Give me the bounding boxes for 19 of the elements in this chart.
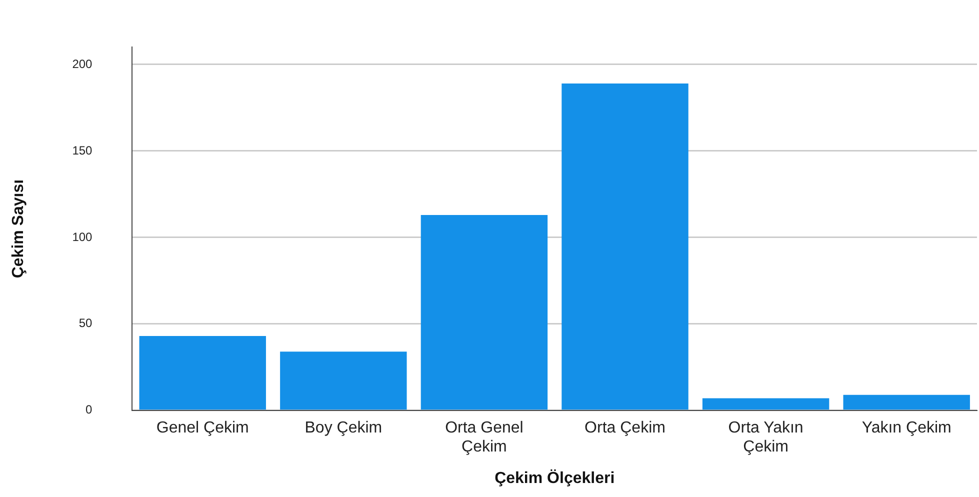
bar	[562, 84, 688, 410]
bar	[843, 394, 970, 410]
y-tick-label: 50	[78, 316, 93, 330]
x-tick-label: Orta Yakın Çekim	[728, 419, 804, 456]
y-tick-label: 0	[86, 402, 93, 417]
y-tick-label: 150	[72, 143, 93, 158]
y-tick-label: 100	[72, 230, 93, 244]
bar	[280, 352, 407, 410]
bar	[420, 214, 548, 410]
x-tick-label: Orta Çekim	[584, 419, 666, 436]
y-axis-title: Çekim Sayısı	[10, 179, 28, 278]
x-tick-label: Yakın Çekim	[862, 419, 952, 436]
x-tick-label: Orta Genel Çekim	[445, 419, 524, 456]
y-tick-label: 200	[72, 56, 93, 71]
x-tick-label: Boy Çekim	[304, 419, 382, 436]
x-axis-title: Çekim Ölçekleri	[494, 468, 615, 487]
x-tick-label: Genel Çekim	[156, 419, 249, 436]
bar	[702, 398, 830, 410]
bar	[139, 336, 266, 410]
